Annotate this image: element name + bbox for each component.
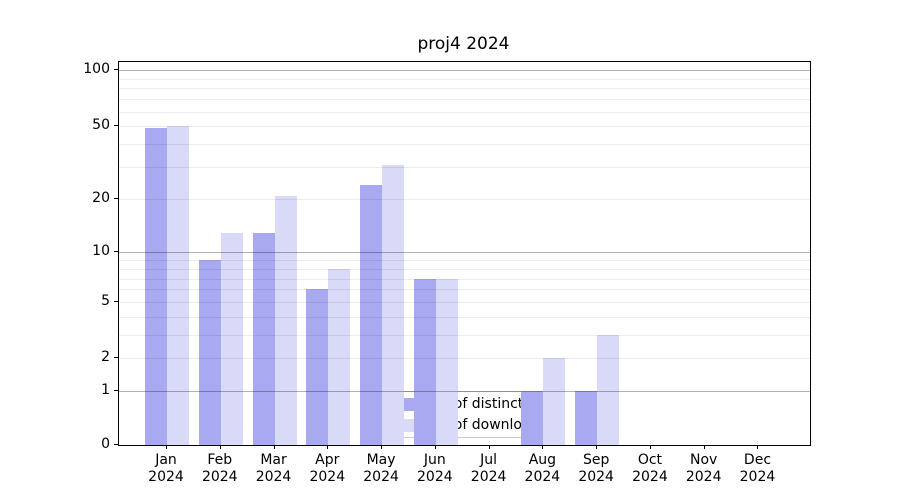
- x-tick-label: Dec 2024: [739, 452, 776, 485]
- x-tick-mark: [219, 445, 221, 449]
- y-gridline-minor: [119, 111, 810, 113]
- x-tick-mark: [166, 445, 167, 449]
- bar-distinct-ips: [575, 390, 598, 445]
- x-tick-mark: [596, 445, 598, 449]
- bar-distinct-ips: [306, 289, 329, 445]
- y-tick-label: 5: [101, 293, 110, 310]
- y-gridline-minor: [119, 199, 810, 201]
- y-gridline-minor: [119, 289, 810, 291]
- x-tick-label: Sep 2024: [578, 452, 614, 485]
- x-tick-mark: [434, 445, 436, 449]
- x-tick-label: May 2024: [363, 452, 399, 485]
- y-gridline-minor: [119, 268, 810, 270]
- bar-downloads: [167, 126, 189, 445]
- legend-entry-downloads: Nb of downloads: [388, 417, 547, 433]
- y-gridline-minor: [119, 260, 810, 262]
- x-tick-mark: [273, 445, 275, 449]
- x-tick-label: Oct 2024: [632, 452, 668, 485]
- bar-downloads: [220, 232, 243, 445]
- bar-distinct-ips: [198, 260, 221, 445]
- y-gridline-major: [119, 69, 810, 71]
- bar-downloads: [435, 278, 458, 445]
- y-gridline-minor: [119, 302, 810, 304]
- x-tick-mark: [327, 445, 329, 449]
- x-tick-mark: [488, 445, 490, 449]
- y-gridline-minor: [119, 278, 810, 280]
- y-gridline-minor: [119, 167, 810, 169]
- x-tick-mark: [649, 445, 651, 449]
- y-gridline-minor: [119, 358, 810, 360]
- bar-distinct-ips: [360, 185, 383, 445]
- legend: Nb of distinct IPs Nb of downloads: [379, 391, 547, 438]
- bar-downloads: [543, 358, 566, 445]
- bar-distinct-ips: [521, 390, 544, 445]
- y-tick-label: 20: [92, 190, 110, 207]
- y-gridline-minor: [119, 144, 810, 146]
- bar-distinct-ips: [145, 127, 167, 445]
- y-tick-label: 2: [101, 349, 110, 366]
- bar-distinct-ips: [252, 232, 275, 445]
- bar-downloads: [274, 195, 297, 445]
- x-tick-label: Jan 2024: [148, 452, 184, 485]
- y-gridline-minor: [119, 78, 810, 80]
- x-tick-label: Nov 2024: [685, 452, 722, 485]
- y-gridline-minor: [119, 88, 810, 90]
- x-tick-mark: [381, 445, 383, 449]
- x-tick-mark: [542, 445, 544, 449]
- plot-area: Nb of distinct IPs Nb of downloads: [118, 61, 811, 446]
- y-gridline-minor: [119, 316, 810, 318]
- y-tick-mark: [114, 389, 118, 391]
- y-gridline-major: [119, 390, 810, 392]
- legend-label-downloads: Nb of downloads: [430, 417, 547, 433]
- y-tick-mark: [114, 444, 118, 445]
- y-tick-label: 50: [92, 117, 110, 134]
- y-tick-label: 0: [101, 436, 110, 452]
- y-tick-mark: [114, 251, 118, 253]
- x-tick-label: Feb 2024: [201, 452, 238, 485]
- y-gridline-minor: [119, 126, 810, 128]
- y-gridline-minor: [119, 335, 810, 336]
- x-tick-label: Aug 2024: [524, 452, 561, 485]
- y-tick-mark: [114, 301, 118, 303]
- bar-downloads: [382, 164, 405, 445]
- x-tick-mark: [703, 445, 705, 449]
- y-tick-mark: [114, 357, 118, 359]
- x-tick-mark: [757, 445, 759, 449]
- legend-entry-distinct-ips: Nb of distinct IPs: [388, 396, 547, 412]
- bar-downloads: [597, 335, 620, 445]
- bar-downloads: [328, 268, 351, 445]
- bar-distinct-ips: [413, 278, 436, 445]
- x-tick-label: Apr 2024: [309, 452, 346, 485]
- x-tick-label: Mar 2024: [255, 452, 292, 485]
- x-tick-label: Jun 2024: [417, 452, 453, 485]
- chart-title: proj4 2024: [417, 34, 510, 54]
- y-tick-label: 100: [83, 60, 110, 77]
- y-tick-mark: [114, 125, 118, 127]
- y-gridline-minor: [119, 99, 810, 101]
- y-tick-mark: [114, 198, 118, 200]
- legend-label-distinct-ips: Nb of distinct IPs: [430, 396, 548, 412]
- y-tick-label: 10: [92, 243, 110, 260]
- x-tick-label: Jul 2024: [470, 452, 507, 485]
- y-gridline-major: [119, 252, 810, 254]
- y-tick-label: 1: [101, 381, 110, 398]
- y-tick-mark: [114, 68, 118, 70]
